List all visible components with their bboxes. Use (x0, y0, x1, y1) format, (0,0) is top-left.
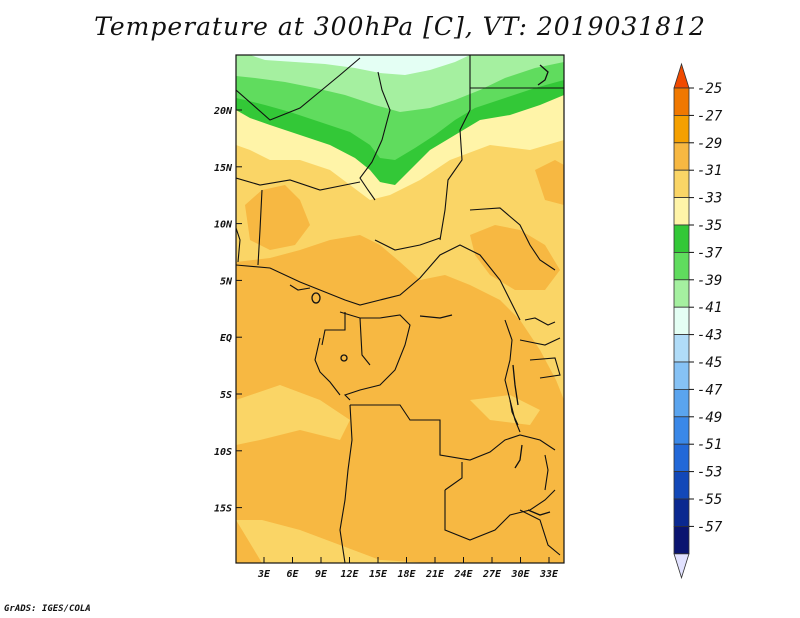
lon-tick-label: 15E (369, 569, 388, 580)
colorbar-segment (673, 115, 690, 144)
colorbar-segment (673, 498, 690, 527)
lat-tick-label: 15N (214, 163, 233, 174)
lon-tick-label: 6E (286, 569, 299, 580)
colorbar-label: -49 (697, 410, 722, 426)
colorbar-label: -43 (697, 328, 722, 344)
colorbar-segment (673, 142, 690, 171)
colorbar-label: -39 (697, 273, 722, 289)
colorbar-label: -51 (697, 437, 722, 453)
lat-tick-label: 20N (213, 106, 233, 117)
colorbar-label: -41 (697, 300, 722, 316)
colorbar-label: -29 (697, 136, 722, 152)
colorbar-segment (673, 388, 690, 418)
field-cold-43-41 (250, 55, 470, 75)
colorbar-segment (673, 416, 690, 445)
lon-tick-label: 30E (510, 569, 530, 580)
field-warm-region-west (236, 235, 564, 563)
lat-tick-label: 15S (214, 504, 232, 515)
colorbar-segment (673, 279, 690, 308)
lon-tick-label: 24E (453, 569, 473, 580)
colorbar-label: -53 (697, 465, 722, 481)
lat-tick-label: 10S (214, 447, 232, 458)
colorbar-segment (673, 334, 690, 363)
lon-tick-label: 12E (340, 569, 359, 580)
latitude-axis: 20N 15N 10N 5N EQ 5S 10S 15S (213, 106, 242, 515)
political-boundaries (236, 55, 564, 563)
temperature-field (236, 55, 564, 563)
colorbar-bottom-arrow (673, 553, 690, 580)
colorbar-label: -45 (697, 355, 722, 371)
lakes (311, 64, 551, 516)
colorbar-top-arrow (673, 62, 690, 89)
colorbar-label: -33 (697, 191, 722, 207)
chart-title: Temperature at 300hPa [C], VT: 201903181… (94, 12, 706, 41)
lat-tick-label: 5S (220, 390, 232, 401)
colorbar-segment (673, 526, 690, 555)
lon-tick-label: 3E (257, 569, 271, 580)
colorbar-label: -25 (697, 81, 722, 97)
lat-tick-label: 5N (220, 276, 233, 287)
colorbar-label: -31 (697, 163, 722, 179)
colorbar-label: -57 (697, 519, 723, 535)
colorbar-segment (673, 87, 690, 116)
colorbar-segment (673, 224, 690, 253)
field-green-41-39 (236, 55, 564, 112)
colorbar-label: -27 (697, 108, 723, 124)
credit-text: GrADS: IGES/COLA (4, 604, 91, 614)
map-frame (235, 54, 565, 564)
field-cool-tongue-south (236, 385, 540, 445)
lon-tick-label: 33E (539, 569, 559, 580)
longitude-axis: 3E 6E 9E 12E 15E 18E 21E 24E 27E 30E 33E (257, 557, 559, 580)
lon-tick-label: 18E (397, 569, 416, 580)
colorbar-segment (673, 306, 690, 336)
colorbar-segment (673, 361, 690, 390)
colorbar-segment (673, 471, 690, 500)
colorbar: -25 -27 -29 -31 -33 -35 -37 -39 -41 -43 -45 -47 -49 -… (673, 62, 723, 580)
colorbar-label: -37 (697, 245, 723, 261)
field-warm-region-north (245, 160, 564, 290)
lon-tick-label: 27E (482, 569, 502, 580)
colorbar-label: -55 (697, 492, 722, 508)
lat-tick-label: 10N (214, 220, 233, 231)
lat-tick-label: EQ (220, 333, 232, 344)
colorbar-segment (673, 251, 690, 281)
colorbar-label: -47 (697, 382, 723, 398)
lon-tick-label: 9E (315, 569, 328, 580)
colorbar-segment (673, 169, 690, 198)
colorbar-segment (673, 443, 690, 473)
colorbar-label: -35 (697, 218, 722, 234)
colorbar-segment (673, 197, 690, 226)
lon-tick-label: 21E (425, 569, 445, 580)
